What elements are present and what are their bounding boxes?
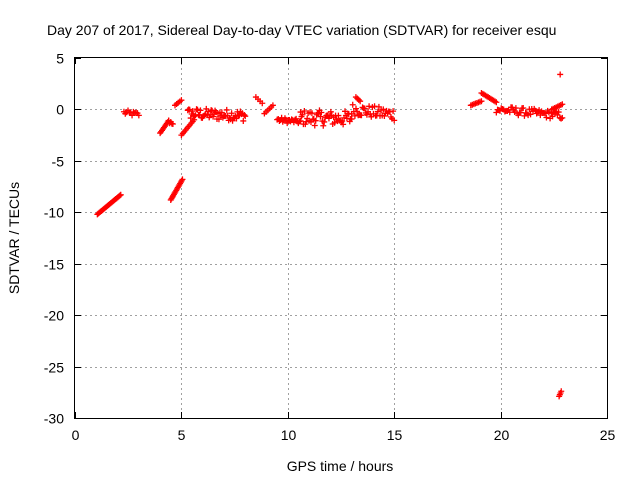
data-point xyxy=(351,112,358,119)
data-point xyxy=(509,104,516,111)
data-point xyxy=(493,99,500,106)
x-tick-label: 5 xyxy=(178,427,186,443)
data-point xyxy=(386,108,393,115)
data-point xyxy=(191,113,198,120)
data-point xyxy=(512,105,519,112)
data-point xyxy=(321,118,328,125)
x-axis-title: GPS time / hours xyxy=(287,458,394,474)
data-point xyxy=(179,176,186,183)
data-point xyxy=(353,105,360,112)
data-point xyxy=(301,108,308,115)
data-point xyxy=(242,113,249,120)
data-point xyxy=(318,109,325,116)
y-tick-label: -5 xyxy=(52,154,65,170)
y-tick-label: -20 xyxy=(44,308,64,324)
data-point xyxy=(187,115,194,122)
data-point xyxy=(312,117,319,124)
data-point xyxy=(527,111,534,118)
chart-title: Day 207 of 2017, Sidereal Day-to-day VTE… xyxy=(47,22,556,38)
data-point xyxy=(558,388,565,395)
data-point xyxy=(349,101,356,108)
data-point xyxy=(299,111,306,118)
data-point xyxy=(311,122,318,129)
data-point xyxy=(559,114,566,121)
data-point xyxy=(363,111,370,118)
data-point xyxy=(315,110,322,117)
data-point xyxy=(549,113,556,120)
data-point xyxy=(390,108,397,115)
y-tick-label: 0 xyxy=(56,102,64,118)
data-point xyxy=(381,113,388,120)
data-point xyxy=(543,114,550,121)
data-point xyxy=(374,108,381,115)
data-point xyxy=(375,103,382,110)
data-point xyxy=(339,118,346,125)
data-point xyxy=(240,117,247,124)
axis-ticks xyxy=(75,58,608,419)
data-point xyxy=(284,120,291,127)
data-point xyxy=(317,113,324,120)
data-point xyxy=(357,98,364,105)
x-tick-label: 0 xyxy=(72,427,80,443)
y-tick-label: 5 xyxy=(56,51,64,67)
data-point xyxy=(308,110,315,117)
data-point xyxy=(343,115,350,122)
data-point xyxy=(478,98,485,105)
data-point xyxy=(229,117,236,124)
data-points xyxy=(94,71,566,400)
data-point xyxy=(558,115,565,122)
data-point xyxy=(293,115,300,122)
data-point xyxy=(555,109,562,116)
data-point xyxy=(391,117,398,124)
data-point xyxy=(135,112,142,119)
data-point xyxy=(520,105,527,112)
data-point xyxy=(117,191,124,198)
data-point xyxy=(327,108,334,115)
y-axis-title: SDTVAR / TECUs xyxy=(6,182,22,294)
data-point xyxy=(358,112,365,119)
tick-labels: 0 5 10 15 20 25 5 0 -5 -10 -15 -20 -25 -30 xyxy=(44,51,616,444)
x-tick-label: 10 xyxy=(281,427,297,443)
data-point xyxy=(557,71,564,78)
data-point xyxy=(259,100,266,107)
data-point xyxy=(348,116,355,123)
x-tick-label: 20 xyxy=(494,427,510,443)
y-tick-label: -30 xyxy=(44,411,64,427)
data-point xyxy=(276,117,283,124)
data-point xyxy=(269,102,276,109)
y-tick-label: -15 xyxy=(44,257,64,273)
data-point xyxy=(559,101,566,108)
x-tick-label: 15 xyxy=(387,427,403,443)
data-point xyxy=(366,103,373,110)
data-point xyxy=(223,106,230,113)
data-point xyxy=(335,112,342,119)
plot-frame xyxy=(74,57,608,419)
data-point xyxy=(361,105,368,112)
data-point xyxy=(354,108,361,115)
data-point xyxy=(197,107,204,114)
data-point xyxy=(194,106,201,113)
data-point xyxy=(241,111,248,118)
data-point xyxy=(238,111,245,118)
data-point xyxy=(228,110,235,117)
data-point xyxy=(169,120,176,127)
y-tick-label: -25 xyxy=(44,360,64,376)
data-point xyxy=(340,121,347,128)
data-point xyxy=(189,108,196,115)
y-tick-label: -10 xyxy=(44,205,64,221)
data-point xyxy=(116,192,123,199)
data-point xyxy=(218,109,225,116)
data-point xyxy=(178,97,185,104)
data-point xyxy=(320,122,327,129)
data-point xyxy=(380,106,387,113)
data-point xyxy=(215,116,222,123)
x-tick-label: 25 xyxy=(600,427,616,443)
data-point xyxy=(297,117,304,124)
